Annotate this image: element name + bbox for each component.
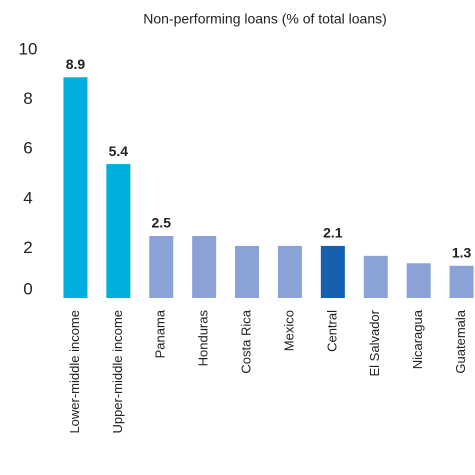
bar (320, 245, 345, 298)
y-tick-label: 2 (23, 238, 32, 257)
bar (277, 245, 302, 298)
bar (192, 236, 217, 298)
value-label: 2.5 (152, 215, 172, 231)
y-tick-label: 4 (23, 188, 32, 207)
x-tick-label: Honduras (196, 310, 211, 367)
bar (235, 245, 260, 298)
bar (106, 164, 131, 298)
x-tick-label: Costa Rica (238, 309, 253, 373)
bar (406, 263, 431, 298)
value-label: 5.4 (109, 143, 129, 159)
x-tick-label: Central (324, 310, 339, 352)
y-tick-label: 0 (23, 279, 32, 298)
x-tick-label: El Salvador (367, 309, 382, 376)
y-tick-label: 10 (19, 39, 38, 58)
chart-title: Non-performing loans (% of total loans) (143, 11, 387, 27)
y-tick-label: 6 (23, 139, 32, 158)
bar (363, 255, 388, 298)
value-label: 8.9 (66, 56, 86, 72)
x-tick-label: Panama (153, 309, 168, 358)
bar (63, 77, 88, 298)
value-label: 1.3 (452, 244, 472, 260)
x-tick-label: Guatemala (453, 309, 468, 373)
x-tick-label: Lower-middle income (67, 310, 82, 434)
y-tick-label: 8 (23, 89, 32, 108)
x-tick-label: Nicaragua (410, 309, 425, 369)
value-label: 2.1 (323, 225, 343, 241)
bar (149, 236, 174, 298)
bar (449, 265, 474, 298)
x-tick-label: Mexico (281, 310, 296, 351)
x-tick-label: Upper-middle income (110, 310, 125, 434)
